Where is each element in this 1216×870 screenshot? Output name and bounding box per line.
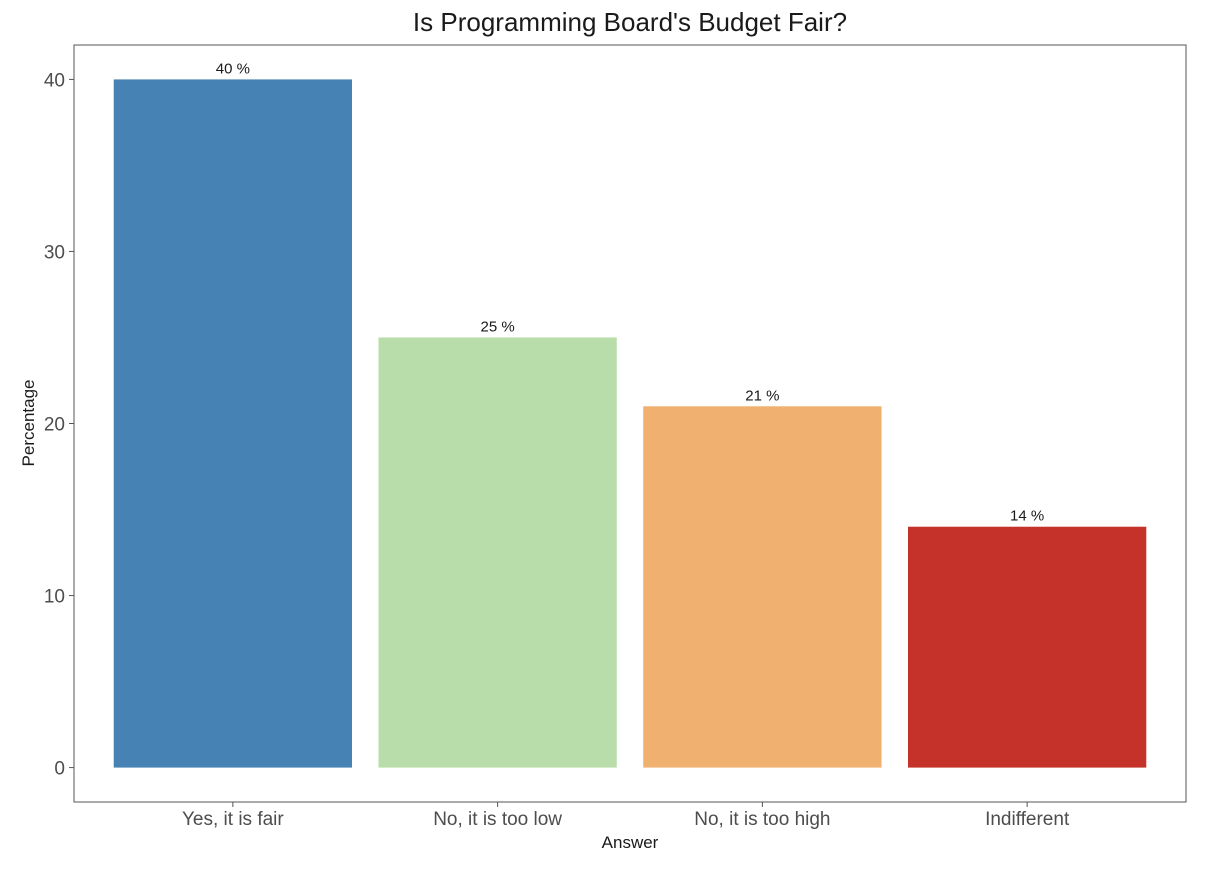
bar-value-label: 25 % xyxy=(481,318,515,335)
x-tick-label: Yes, it is fair xyxy=(182,809,284,830)
bar-3 xyxy=(643,406,882,768)
x-axis: Yes, it is fair No, it is too low No, it i… xyxy=(182,802,1070,830)
bar-value-label: 40 % xyxy=(216,60,250,77)
y-axis-title: Percentage xyxy=(19,380,38,467)
bar-4 xyxy=(908,526,1147,768)
y-tick-label: 40 xyxy=(44,70,65,91)
y-tick-label: 0 xyxy=(54,759,65,780)
x-tick-label: No, it is too high xyxy=(694,809,830,830)
x-tick-label: Indifferent xyxy=(985,809,1070,830)
x-axis-title: Answer xyxy=(602,833,659,852)
y-tick-label: 10 xyxy=(44,587,65,608)
chart-title: Is Programming Board's Budget Fair? xyxy=(413,7,847,37)
bar-value-label: 21 % xyxy=(745,387,779,404)
bar-1 xyxy=(113,79,352,768)
y-tick-label: 20 xyxy=(44,415,65,436)
x-tick-label: No, it is too low xyxy=(433,809,562,830)
bars-group: 40 % 25 % 21 % 14 % xyxy=(113,60,1147,768)
bar-value-label: 14 % xyxy=(1010,508,1044,525)
y-axis: 0 10 20 30 40 xyxy=(44,70,74,780)
bar-2 xyxy=(378,337,617,768)
y-tick-label: 30 xyxy=(44,242,65,263)
